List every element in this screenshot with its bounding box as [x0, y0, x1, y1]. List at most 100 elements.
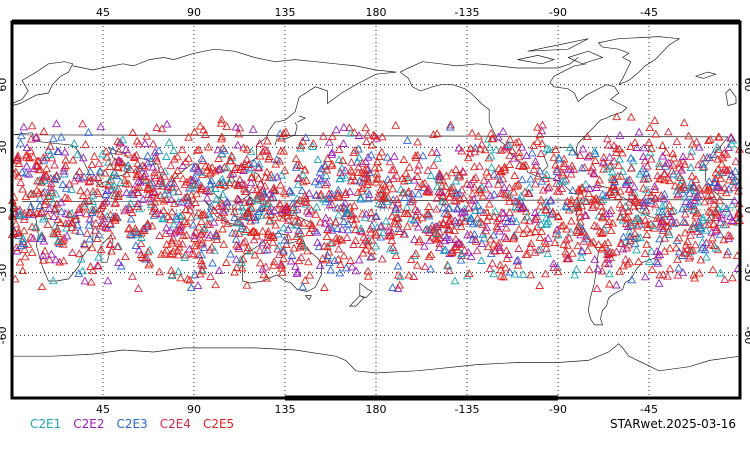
triangle-marker — [232, 217, 242, 226]
lat-tick-label-left: -30 — [0, 264, 9, 282]
triangle-marker — [665, 243, 675, 252]
triangle-marker — [476, 188, 486, 197]
triangle-marker — [244, 160, 253, 168]
triangle-marker — [686, 163, 696, 172]
lon-tick-label-top: 90 — [187, 6, 201, 19]
triangle-marker — [318, 194, 328, 203]
triangle-marker — [371, 241, 381, 250]
triangle-marker — [234, 228, 244, 237]
triangle-marker — [203, 220, 212, 228]
triangle-marker — [574, 186, 584, 195]
triangle-marker — [553, 230, 563, 239]
triangle-marker — [391, 213, 401, 221]
triangle-marker — [413, 222, 423, 231]
triangle-marker — [581, 179, 591, 188]
triangle-marker — [509, 231, 519, 240]
triangle-marker — [289, 243, 299, 252]
triangle-marker — [451, 176, 461, 185]
triangle-marker — [562, 254, 572, 263]
coastline — [274, 122, 298, 146]
date-stamp: STARwet.2025-03-16 — [609, 417, 736, 431]
triangle-marker — [152, 123, 162, 132]
triangle-marker — [183, 198, 193, 207]
triangle-marker — [469, 194, 479, 203]
triangle-marker — [230, 179, 240, 188]
triangle-marker — [669, 169, 678, 178]
triangle-marker — [372, 169, 382, 178]
triangle-marker — [283, 215, 293, 224]
triangle-marker — [335, 234, 344, 243]
triangle-marker — [624, 206, 633, 215]
triangle-marker — [33, 156, 43, 165]
triangle-marker — [279, 187, 289, 196]
triangle-marker — [196, 235, 206, 244]
triangle-marker — [209, 245, 219, 254]
triangle-marker — [353, 157, 362, 166]
triangle-marker — [470, 162, 479, 171]
triangle-marker — [346, 211, 356, 220]
triangle-marker — [451, 188, 461, 197]
triangle-marker — [390, 151, 399, 160]
triangle-marker — [188, 220, 198, 229]
triangle-marker — [576, 190, 585, 199]
triangle-marker — [215, 177, 225, 186]
triangle-marker — [231, 122, 241, 131]
triangle-marker — [275, 156, 285, 165]
triangle-marker — [391, 205, 401, 214]
triangle-marker — [422, 186, 432, 195]
triangle-marker — [542, 219, 551, 228]
triangle-marker — [339, 122, 349, 131]
triangle-marker — [108, 146, 118, 155]
triangle-marker — [134, 139, 144, 148]
triangle-marker — [689, 270, 699, 279]
triangle-marker — [196, 185, 206, 194]
triangle-marker — [27, 121, 37, 130]
triangle-marker — [583, 152, 593, 161]
triangle-marker — [403, 172, 413, 181]
triangle-marker — [287, 187, 296, 196]
triangle-marker — [349, 240, 358, 248]
triangle-marker — [220, 145, 229, 154]
triangle-marker — [612, 247, 621, 256]
triangle-marker — [388, 184, 398, 193]
triangle-marker — [727, 216, 737, 224]
triangle-marker — [553, 267, 563, 276]
triangle-marker — [480, 145, 490, 154]
triangle-marker — [133, 187, 142, 196]
triangle-marker — [230, 207, 239, 216]
triangle-marker — [598, 211, 607, 220]
triangle-marker — [166, 215, 175, 224]
triangle-marker — [637, 166, 646, 175]
triangle-marker — [197, 182, 207, 190]
triangle-marker — [167, 238, 177, 247]
triangle-marker — [189, 231, 199, 240]
triangle-marker — [653, 258, 663, 267]
triangle-marker — [654, 278, 664, 287]
triangle-marker — [250, 212, 260, 221]
triangle-marker — [592, 183, 601, 191]
triangle-marker — [76, 254, 86, 263]
triangle-marker — [180, 253, 190, 262]
triangle-marker — [190, 127, 199, 136]
triangle-marker — [674, 171, 683, 180]
triangle-marker — [414, 160, 424, 169]
triangle-marker — [385, 157, 395, 166]
triangle-marker — [647, 246, 656, 255]
triangle-marker — [134, 283, 143, 292]
triangle-marker — [218, 206, 228, 215]
triangle-marker — [614, 160, 623, 169]
coastline — [695, 71, 717, 79]
triangle-marker — [578, 227, 588, 236]
triangle-marker — [719, 220, 728, 229]
triangle-marker — [22, 143, 32, 151]
triangle-marker — [395, 280, 404, 289]
triangle-marker — [374, 152, 384, 161]
triangle-marker — [150, 188, 160, 196]
triangle-marker — [378, 193, 387, 202]
triangle-marker — [549, 152, 559, 161]
triangle-marker — [146, 179, 156, 188]
triangle-marker — [157, 249, 166, 258]
triangle-marker — [676, 184, 686, 193]
triangle-marker — [495, 260, 505, 269]
triangle-marker — [148, 139, 158, 148]
